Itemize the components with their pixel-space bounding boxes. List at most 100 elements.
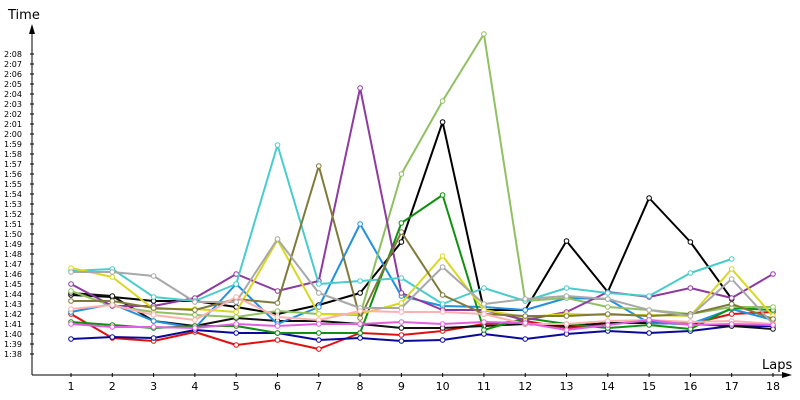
series-group: [68, 317, 776, 333]
y-tick-label: 1:41: [4, 320, 22, 329]
data-point: [481, 285, 487, 291]
x-tick-label: 15: [642, 380, 656, 393]
axes: 1:381:391:401:411:421:431:441:451:461:47…: [4, 24, 792, 393]
data-point: [439, 301, 446, 307]
data-point: [398, 338, 405, 344]
data-point: [398, 239, 405, 245]
data-point: [439, 119, 446, 125]
y-axis-title: Time: [7, 8, 40, 23]
data-point: [563, 285, 570, 291]
series-line: [71, 165, 774, 320]
data-point: [316, 281, 322, 287]
data-point: [68, 321, 74, 327]
y-tick-label: 1:51: [4, 220, 22, 229]
data-point: [192, 307, 198, 313]
y-tick-label: 1:45: [4, 280, 22, 289]
y-tick-label: 1:58: [4, 150, 22, 159]
data-point: [192, 299, 198, 305]
data-point: [316, 304, 322, 310]
y-tick-label: 1:57: [4, 160, 22, 169]
y-tick-label: 1:50: [4, 230, 22, 239]
data-point: [150, 324, 157, 330]
data-point: [68, 336, 74, 342]
x-tick-label: 2: [109, 380, 116, 393]
data-point: [481, 319, 487, 325]
data-point: [439, 98, 446, 104]
data-point: [150, 305, 157, 311]
data-point: [646, 293, 652, 299]
data-point: [687, 313, 694, 319]
data-point: [398, 220, 405, 226]
data-point: [357, 321, 363, 327]
series-layer: [68, 31, 776, 352]
x-tick-label: 3: [150, 380, 157, 393]
y-tick-label: 1:56: [4, 170, 22, 179]
data-point: [150, 273, 157, 279]
x-tick-label: 8: [357, 380, 364, 393]
y-tick-label: 2:03: [4, 100, 22, 109]
x-tick-label: 9: [398, 380, 405, 393]
x-tick-label: 1: [68, 380, 75, 393]
y-tick-label: 2:00: [4, 130, 22, 139]
data-point: [109, 274, 116, 280]
data-point: [398, 229, 405, 235]
data-point: [316, 163, 322, 169]
x-tick-label: 14: [601, 380, 615, 393]
data-point: [398, 332, 405, 338]
data-point: [109, 334, 116, 340]
y-tick-label: 2:01: [4, 120, 22, 129]
data-point: [233, 281, 239, 287]
data-point: [563, 321, 570, 327]
data-point: [728, 295, 735, 301]
data-point: [316, 330, 322, 336]
y-tick-label: 1:44: [4, 290, 22, 299]
data-point: [357, 290, 363, 296]
data-point: [605, 322, 611, 328]
data-point: [728, 256, 735, 262]
data-point: [728, 266, 735, 272]
x-tick-label: 4: [191, 380, 198, 393]
y-tick-label: 1:39: [4, 340, 22, 349]
series-group: [68, 119, 735, 317]
data-point: [481, 311, 487, 317]
data-point: [398, 290, 405, 296]
x-tick-label: 13: [560, 380, 574, 393]
series-line: [70, 239, 774, 318]
series-line: [70, 319, 774, 331]
data-point: [398, 171, 405, 177]
x-tick-label: 10: [436, 380, 450, 393]
data-point: [274, 337, 281, 343]
data-point: [150, 318, 157, 324]
data-point: [233, 294, 239, 300]
series-group: [68, 31, 776, 320]
data-point: [439, 253, 446, 259]
data-point: [109, 269, 116, 275]
data-point: [68, 288, 74, 294]
data-point: [522, 320, 529, 326]
x-tick-label: 17: [725, 380, 739, 393]
data-point: [316, 321, 322, 327]
data-point: [728, 311, 735, 317]
data-point: [646, 330, 652, 336]
data-point: [439, 309, 446, 315]
data-point: [728, 301, 735, 307]
data-point: [605, 304, 611, 310]
series-line: [70, 121, 733, 315]
data-point: [728, 276, 735, 282]
y-tick-label: 2:05: [4, 80, 22, 89]
labels-layer: Time Laps: [7, 8, 792, 373]
y-tick-label: 1:42: [4, 310, 22, 319]
x-axis-title: Laps: [762, 358, 792, 373]
data-point: [398, 325, 405, 331]
data-point: [233, 299, 239, 305]
data-point: [274, 308, 281, 314]
data-point: [274, 288, 281, 294]
y-tick-label: 2:02: [4, 110, 22, 119]
data-point: [646, 195, 652, 201]
data-point: [316, 346, 322, 352]
data-point: [150, 335, 157, 341]
data-point: [563, 293, 570, 299]
data-point: [357, 221, 363, 227]
series-group: [68, 237, 776, 320]
